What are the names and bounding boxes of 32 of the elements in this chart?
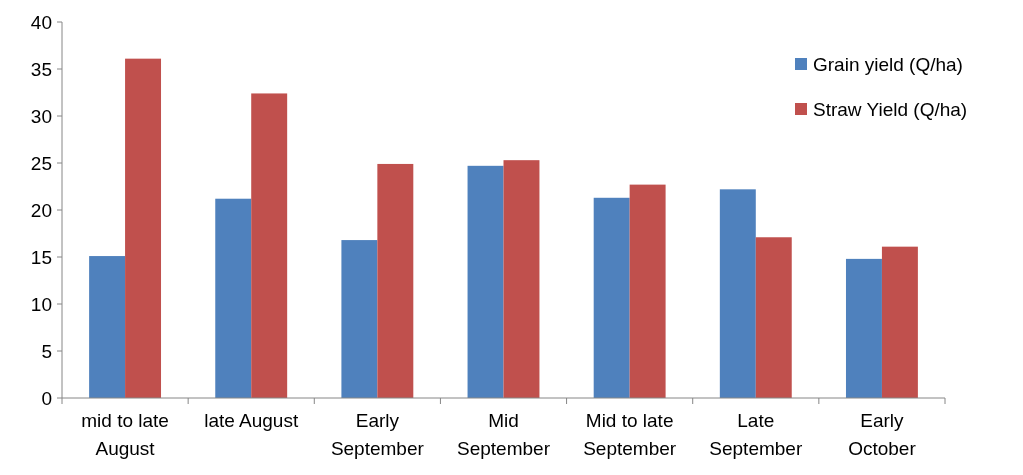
x-tick-label: Early September <box>330 410 425 459</box>
x-tick-label: Mid to late September <box>583 410 677 459</box>
x-tick-label: late August <box>204 410 299 431</box>
y-tick-label: 30 <box>30 105 52 127</box>
legend-label: Grain yield (Q/ha) <box>813 53 963 75</box>
bar <box>125 58 162 398</box>
bar <box>503 160 540 398</box>
y-tick-label: 40 <box>30 11 52 33</box>
y-tick-label: 15 <box>30 246 52 268</box>
legend-label: Straw Yield (Q/ha) <box>813 98 968 120</box>
bar <box>629 184 666 398</box>
bar <box>881 246 918 398</box>
bar <box>251 93 288 398</box>
bar <box>845 258 882 398</box>
bar <box>719 189 756 398</box>
bar <box>215 198 252 398</box>
y-tick-label: 5 <box>41 340 52 362</box>
bar <box>467 165 504 398</box>
y-tick-label: 20 <box>30 199 52 221</box>
x-tick-label: mid to late August <box>81 410 169 459</box>
y-tick-label: 25 <box>30 152 52 174</box>
x-tick-label: Mid September <box>457 410 551 459</box>
bar <box>341 240 378 398</box>
bar <box>593 197 630 398</box>
y-tick-label: 0 <box>41 387 52 409</box>
y-tick-label: 35 <box>30 58 52 80</box>
x-tick-label: Early October <box>848 410 917 459</box>
x-tick-label: Late September <box>709 410 803 459</box>
bar <box>377 163 414 398</box>
y-tick-label: 10 <box>30 293 52 315</box>
bar <box>89 256 126 398</box>
bar <box>755 237 792 398</box>
